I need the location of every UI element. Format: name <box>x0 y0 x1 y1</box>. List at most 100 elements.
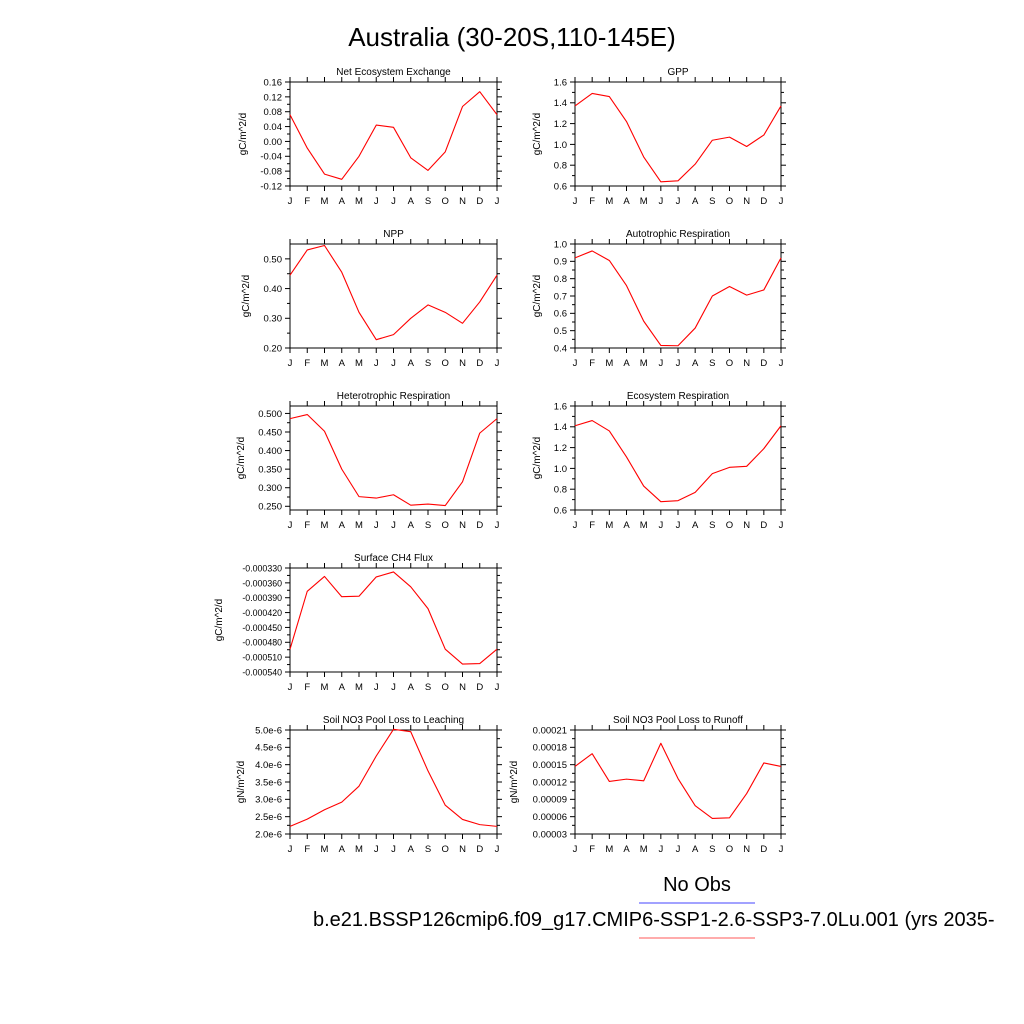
x-tick-label: F <box>304 358 310 369</box>
y-tick-label: 0.00021 <box>533 725 567 736</box>
x-tick-label: S <box>425 844 431 855</box>
x-tick-label: D <box>476 682 483 693</box>
series-line <box>574 92 782 183</box>
panel-title: Surface CH4 Flux <box>354 553 433 564</box>
panel-heterotrophic-respiration: Heterotrophic Respiration 0.500 0.450 0.400… <box>236 391 502 531</box>
y-tick-label: -0.000420 <box>242 608 282 618</box>
x-tick-label: F <box>304 844 310 855</box>
x-tick-label: A <box>623 196 630 207</box>
y-tick-label: -0.000540 <box>242 667 282 677</box>
panel-surface-ch4-flux: Surface CH4 Flux -0.000330 -0.000360 -0.000… <box>214 553 502 693</box>
x-tick-label: O <box>726 844 733 855</box>
x-tick-label: J <box>573 358 578 369</box>
y-axis-label: gC/m^2/d <box>532 437 543 480</box>
panel-title: Autotrophic Respiration <box>626 229 730 240</box>
x-tick-label: F <box>589 520 595 531</box>
x-tick-label: N <box>459 682 466 693</box>
x-tick-label: A <box>408 358 415 369</box>
x-tick-label: J <box>676 844 681 855</box>
x-tick-label: J <box>288 682 293 693</box>
x-tick-label: A <box>692 520 699 531</box>
y-axis-label: gC/m^2/d <box>236 437 247 480</box>
y-tick-label: 0.8 <box>554 485 567 496</box>
series-line <box>574 420 782 503</box>
x-tick-label: J <box>676 358 681 369</box>
x-tick-label: D <box>760 520 767 531</box>
x-tick-label: M <box>321 520 329 531</box>
x-tick-label: J <box>573 196 578 207</box>
y-tick-label: -0.04 <box>260 152 282 163</box>
plot-frame <box>289 243 498 349</box>
x-tick-label: A <box>408 520 415 531</box>
y-tick-label: 0.8 <box>554 274 567 285</box>
x-tick-label: S <box>709 520 715 531</box>
x-tick-label: J <box>288 358 293 369</box>
panel-net-ecosystem-exchange: Net Ecosystem Exchange 0.16 0.12 0.08 0.04 0.… <box>238 67 502 207</box>
x-tick-label: J <box>288 844 293 855</box>
y-tick-label: 0.00003 <box>533 829 567 840</box>
plot-frame <box>289 729 498 835</box>
y-tick-label: -0.12 <box>260 181 282 192</box>
x-tick-label: S <box>425 196 431 207</box>
x-tick-label: M <box>640 520 648 531</box>
y-tick-label: -0.000510 <box>242 653 282 663</box>
y-tick-label: 2.0e-6 <box>255 829 282 840</box>
panel-soil-no3-pool-loss-to-runoff: Soil NO3 Pool Loss to Runoff 0.00021 0.000… <box>509 715 786 855</box>
x-tick-label: O <box>726 196 733 207</box>
panel-title: Soil NO3 Pool Loss to Runoff <box>613 715 743 726</box>
x-tick-label: F <box>304 682 310 693</box>
y-tick-label: -0.08 <box>260 167 282 178</box>
x-tick-label: O <box>442 520 449 531</box>
series-line <box>289 244 498 341</box>
x-tick-label: J <box>779 358 784 369</box>
x-tick-label: J <box>658 844 663 855</box>
y-tick-label: 0.12 <box>264 92 283 103</box>
y-tick-label: 0.250 <box>258 502 282 513</box>
x-tick-label: J <box>495 358 500 369</box>
x-tick-label: J <box>288 196 293 207</box>
x-tick-label: N <box>459 358 466 369</box>
x-tick-label: A <box>408 844 415 855</box>
plot-frame <box>574 729 782 835</box>
y-tick-label: 1.6 <box>554 77 567 88</box>
x-tick-label: J <box>658 196 663 207</box>
x-tick-label: M <box>321 358 329 369</box>
x-tick-label: A <box>339 520 346 531</box>
y-tick-label: 3.0e-6 <box>255 795 282 806</box>
x-tick-label: A <box>408 682 415 693</box>
panel-title: Heterotrophic Respiration <box>337 391 450 402</box>
chart-panels: Net Ecosystem Exchange 0.16 0.12 0.08 0.04 0.… <box>214 67 786 855</box>
y-tick-label: 0.350 <box>258 465 282 476</box>
y-tick-label: 0.500 <box>258 409 282 420</box>
series-line <box>289 91 498 180</box>
x-tick-label: D <box>476 358 483 369</box>
x-tick-label: A <box>339 682 346 693</box>
x-tick-label: J <box>658 358 663 369</box>
y-tick-label: 0.450 <box>258 427 282 438</box>
y-tick-label: 0.8 <box>554 161 567 172</box>
x-tick-label: M <box>640 844 648 855</box>
x-tick-label: M <box>605 358 613 369</box>
x-tick-label: J <box>495 682 500 693</box>
y-axis-label: gC/m^2/d <box>238 113 249 156</box>
y-tick-label: 0.300 <box>258 483 282 494</box>
y-tick-label: 0.20 <box>264 343 283 354</box>
x-tick-label: F <box>304 196 310 207</box>
x-tick-label: F <box>589 358 595 369</box>
x-tick-label: O <box>442 844 449 855</box>
plot-frame <box>289 567 498 673</box>
x-tick-label: F <box>589 844 595 855</box>
panel-ecosystem-respiration: Ecosystem Respiration 1.6 1.4 1.2 1.0 0.8 0.6 J… <box>532 391 786 531</box>
y-tick-label: 0.00012 <box>533 777 567 788</box>
y-axis-label: gN/m^2/d <box>236 761 247 804</box>
y-tick-label: -0.000360 <box>242 578 282 588</box>
y-tick-label: 1.2 <box>554 443 567 454</box>
x-tick-label: J <box>676 520 681 531</box>
panel-soil-no3-pool-loss-to-leaching: Soil NO3 Pool Loss to Leaching 5.0e-6 4.5e… <box>236 715 502 855</box>
x-tick-label: A <box>623 358 630 369</box>
y-tick-label: 0.6 <box>554 181 567 192</box>
x-tick-label: M <box>605 520 613 531</box>
x-tick-label: O <box>442 196 449 207</box>
